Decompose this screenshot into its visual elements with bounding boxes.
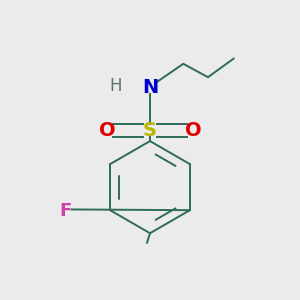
Text: S: S xyxy=(143,121,157,140)
Text: H: H xyxy=(110,77,122,95)
Text: F: F xyxy=(59,202,71,220)
Text: O: O xyxy=(185,121,201,140)
Text: O: O xyxy=(99,121,115,140)
Text: N: N xyxy=(142,78,158,97)
